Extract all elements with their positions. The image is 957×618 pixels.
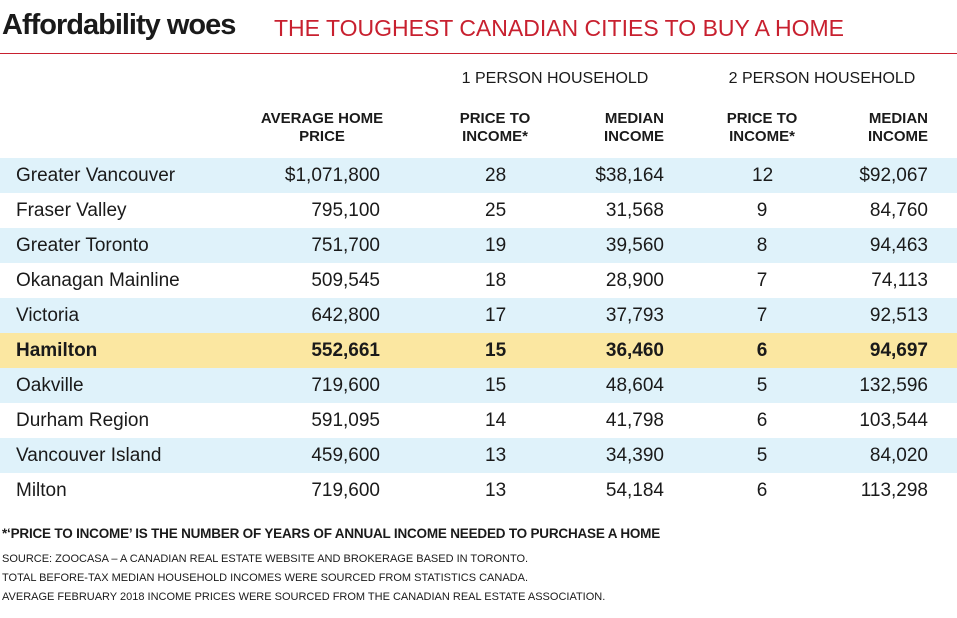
table-cell-price-to-income-2: 5	[756, 445, 768, 466]
table-cell-median-income-1: 34,390	[605, 445, 664, 466]
col-header-line: INCOME*	[462, 128, 528, 145]
col-header-line: PRICE TO	[459, 110, 531, 127]
table-row: Milton 719,600 13 54,184 6 113,298	[0, 473, 957, 508]
col-header-line: PRICE TO	[726, 110, 798, 127]
table-cell-median-income-1: 41,798	[605, 410, 664, 431]
table-cell-average-home-price: 751,700	[311, 235, 380, 256]
col-header-line: PRICE	[299, 128, 345, 145]
group-header-2-person: 2 PERSON HOUSEHOLD	[728, 70, 916, 87]
table-cell-price-to-income-1: 28	[485, 165, 507, 186]
table-cell-average-home-price: 642,800	[311, 305, 380, 326]
table-row: Okanagan Mainline 509,545 18 28,900 7 74,113	[0, 263, 957, 298]
table-cell-price-to-income-1: 15	[485, 340, 507, 361]
col-header-price-to-income-2: PRICE TO INCOME*	[717, 110, 807, 146]
table-row: Greater Toronto 751,700 19 39,560 8 94,463	[0, 228, 957, 263]
col-header-line: MEDIAN	[868, 110, 928, 127]
table-row: Victoria 642,800 17 37,793 7 92,513	[0, 298, 957, 333]
table-cell-price-to-income-1: 18	[485, 270, 507, 291]
table-cell-price-to-income-1: 13	[485, 445, 507, 466]
table-row: Oakville 719,600 15 48,604 5 132,596	[0, 368, 957, 403]
table-cell-price-to-income-2: 8	[756, 235, 768, 256]
table-cell-median-income-1: 36,460	[605, 340, 664, 361]
group-header-1-person: 1 PERSON HOUSEHOLD	[461, 70, 649, 87]
table-cell-price-to-income-2: 5	[756, 375, 768, 396]
col-header-median-income-1: MEDIAN INCOME	[574, 110, 664, 146]
table-cell-median-income-1: 48,604	[605, 375, 664, 396]
table-cell-average-home-price: 719,600	[311, 480, 380, 501]
table-row: Durham Region 591,095 14 41,798 6 103,544	[0, 403, 957, 438]
table-row: Greater Vancouver $1,071,800 28 $38,164 12 $9…	[0, 158, 957, 193]
table-cell-median-income-1: 28,900	[605, 270, 664, 291]
table-cell-price-to-income-2: 6	[756, 480, 768, 501]
table-row: Hamilton 552,661 15 36,460 6 94,697	[0, 333, 957, 368]
chart-title: Affordability woes	[2, 9, 236, 41]
table-cell-price-to-income-2: 7	[756, 305, 768, 326]
table-cell-price-to-income-1: 15	[485, 375, 507, 396]
source-line: TOTAL BEFORE-TAX MEDIAN HOUSEHOLD INCOME…	[2, 572, 529, 584]
table-cell-average-home-price: 459,600	[311, 445, 380, 466]
footnotes: *‘PRICE TO INCOME’ IS THE NUMBER OF YEAR…	[2, 526, 952, 607]
table-cell-price-to-income-2: 6	[756, 340, 768, 361]
table-cell-median-income-2: $92,067	[859, 165, 928, 186]
table-cell-median-income-2: 92,513	[869, 305, 928, 326]
table-cell-price-to-income-1: 19	[485, 235, 507, 256]
table-cell-city: Vancouver Island	[16, 445, 162, 466]
table-cell-median-income-1: $38,164	[595, 165, 664, 186]
table-cell-median-income-1: 37,793	[605, 305, 664, 326]
table-cell-median-income-2: 103,544	[859, 410, 928, 431]
col-header-line: INCOME*	[729, 128, 795, 145]
table-cell-city: Greater Toronto	[16, 235, 149, 256]
table-cell-median-income-2: 113,298	[860, 480, 928, 501]
price-to-income-footnote: *‘PRICE TO INCOME’ IS THE NUMBER OF YEAR…	[2, 526, 661, 541]
table-cell-average-home-price: 509,545	[311, 270, 380, 291]
col-header-line: INCOME	[868, 128, 928, 145]
col-header-line: AVERAGE HOME	[260, 110, 384, 127]
table-cell-average-home-price: 552,661	[311, 340, 380, 361]
table-row: Fraser Valley 795,100 25 31,568 9 84,760	[0, 193, 957, 228]
col-header-median-income-2: MEDIAN INCOME	[838, 110, 928, 146]
table-cell-average-home-price: 795,100	[311, 200, 380, 221]
col-header-price-to-income-1: PRICE TO INCOME*	[450, 110, 540, 146]
table-cell-city: Oakville	[16, 375, 84, 396]
table-cell-price-to-income-1: 17	[485, 305, 507, 326]
table-cell-median-income-2: 94,463	[869, 235, 928, 256]
table-cell-city: Durham Region	[16, 410, 150, 431]
table-cell-city: Greater Vancouver	[16, 165, 176, 186]
table-cell-median-income-2: 94,697	[869, 340, 928, 361]
chart-subtitle: THE TOUGHEST CANADIAN CITIES TO BUY A HO…	[274, 15, 845, 41]
table-cell-median-income-1: 39,560	[605, 235, 664, 256]
table-cell-median-income-2: 84,020	[869, 445, 928, 466]
table-cell-price-to-income-2: 7	[756, 270, 768, 291]
table-cell-price-to-income-1: 14	[485, 410, 507, 431]
source-line: SOURCE: ZOOCASA – A CANADIAN REAL ESTATE…	[2, 553, 529, 565]
table-cell-price-to-income-2: 9	[756, 200, 768, 221]
col-header-average-home-price: AVERAGE HOME PRICE	[242, 110, 402, 146]
table-cell-city: Victoria	[16, 305, 80, 326]
table-cell-city: Fraser Valley	[16, 200, 127, 221]
table-cell-median-income-1: 31,568	[605, 200, 664, 221]
table-cell-median-income-1: 54,184	[605, 480, 664, 501]
data-table: Greater Vancouver $1,071,800 28 $38,164 12 $9…	[0, 158, 957, 508]
table-cell-price-to-income-2: 12	[752, 165, 774, 186]
title-bar: Affordability woes THE TOUGHEST CANADIAN…	[0, 0, 957, 54]
table-cell-city: Okanagan Mainline	[16, 270, 180, 291]
table-cell-price-to-income-2: 6	[756, 410, 768, 431]
table-cell-average-home-price: 719,600	[311, 375, 380, 396]
table-cell-average-home-price: 591,095	[311, 410, 380, 431]
table-cell-average-home-price: $1,071,800	[284, 165, 380, 186]
title-rule	[0, 53, 957, 54]
table-cell-median-income-2: 84,760	[869, 200, 928, 221]
table-cell-median-income-2: 132,596	[859, 375, 928, 396]
col-header-line: MEDIAN	[604, 110, 664, 127]
table-cell-city: Milton	[16, 480, 67, 501]
table-cell-median-income-2: 74,113	[871, 270, 928, 291]
table-row: Vancouver Island 459,600 13 34,390 5 84,020	[0, 438, 957, 473]
table-cell-price-to-income-1: 13	[485, 480, 507, 501]
table-cell-price-to-income-1: 25	[485, 200, 507, 221]
table-cell-city: Hamilton	[16, 340, 98, 361]
source-line: AVERAGE FEBRUARY 2018 INCOME PRICES WERE…	[2, 591, 606, 603]
col-header-line: INCOME	[604, 128, 664, 145]
